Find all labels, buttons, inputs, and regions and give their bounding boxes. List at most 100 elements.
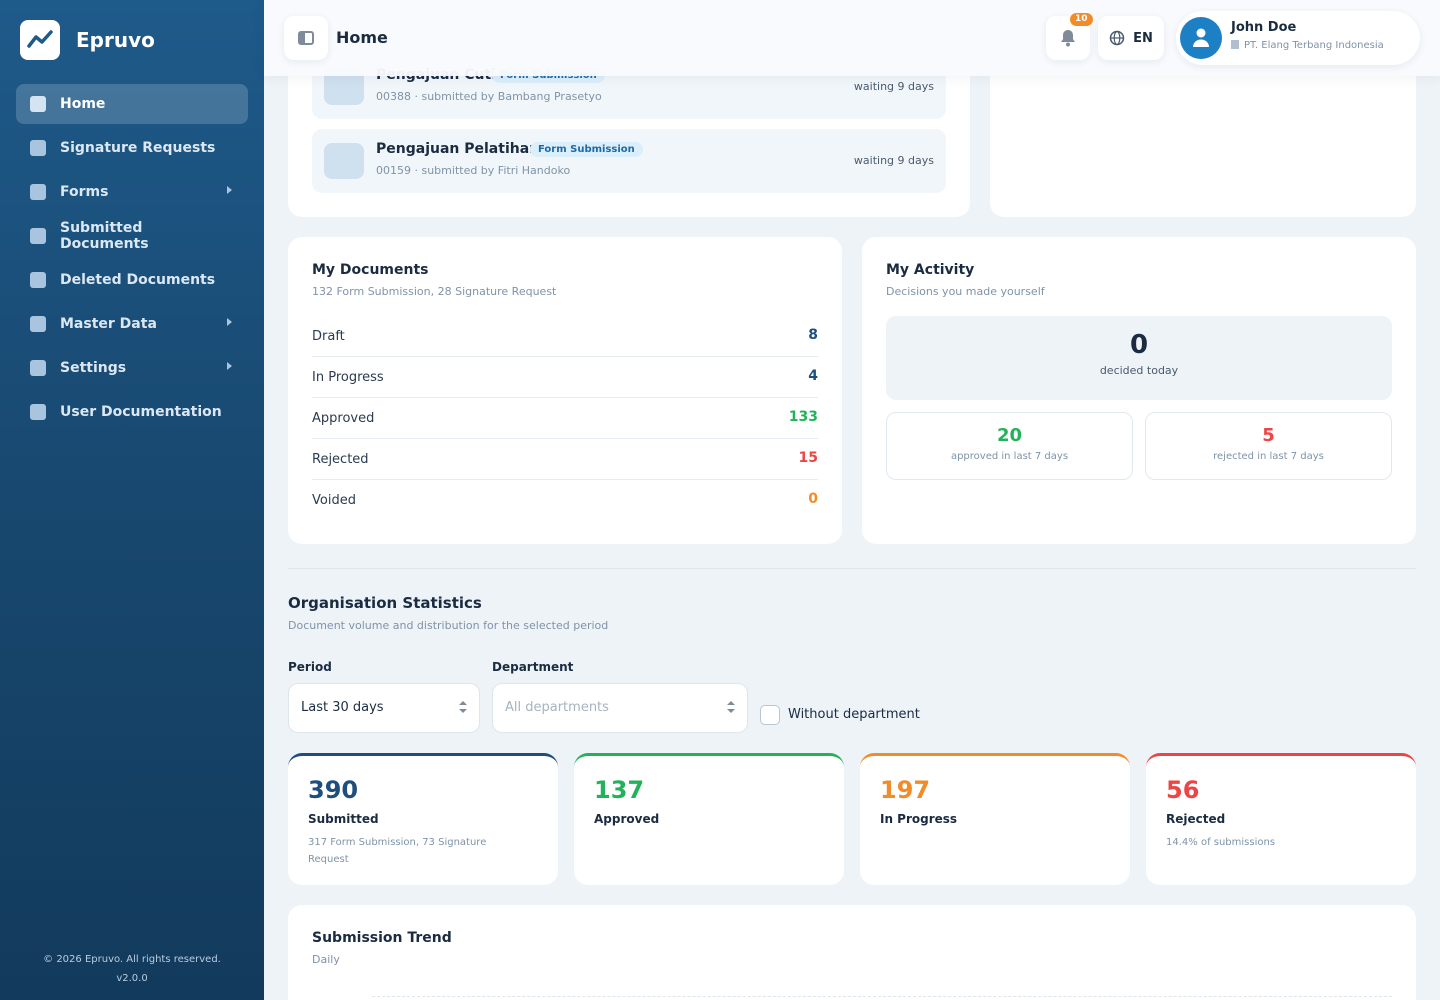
status-count: 0	[808, 491, 818, 507]
sidebar-item-label: Submitted Documents	[60, 220, 149, 252]
sidebar-item-submitted-documents[interactable]: Submitted Documents	[16, 216, 248, 256]
sidebar-item-label: Signature Requests	[60, 140, 216, 156]
sidebar-toggle-button[interactable]	[284, 16, 328, 60]
status-label: Voided	[312, 493, 356, 508]
sidebar-item-user-documentation[interactable]: User Documentation	[16, 392, 248, 432]
building-icon	[1231, 40, 1239, 49]
chevron-right-icon	[227, 318, 232, 326]
topbar: Home 10 EN John Doe PT. Elang Terbang In…	[264, 0, 1440, 76]
status-label: In Progress	[312, 370, 384, 385]
sidebar-item-signature-requests[interactable]: Signature Requests	[16, 128, 248, 168]
department-select[interactable]: All departments	[492, 683, 748, 733]
status-count: 4	[808, 368, 818, 384]
document-icon	[30, 228, 46, 244]
sidebar-item-deleted-documents[interactable]: Deleted Documents	[16, 260, 248, 300]
sidebar-item-label: User Documentation	[60, 404, 222, 420]
period-select-value: Last 30 days	[301, 700, 384, 715]
document-status-row[interactable]: In Progress 4	[312, 357, 818, 398]
pending-item-subtitle: 00388 · submitted by Bambang Prasetyo	[376, 90, 602, 103]
bell-icon	[1061, 30, 1075, 47]
period-select[interactable]: Last 30 days	[288, 683, 480, 733]
gear-icon	[30, 360, 46, 376]
stat-value: 137	[594, 776, 645, 804]
stat-label: Approved	[594, 812, 660, 826]
without-department-label[interactable]: Without department	[788, 707, 920, 722]
pending-item-subtitle: 00159 · submitted by Fitri Handoko	[376, 164, 571, 177]
trend-title: Submission Trend	[312, 930, 452, 946]
chevron-right-icon	[227, 186, 232, 194]
status-count: 133	[788, 409, 818, 425]
stat-value: 56	[1166, 776, 1200, 804]
department-label: Department	[492, 660, 574, 674]
stat-label: Rejected	[1166, 812, 1226, 826]
rejected-7d-box: 5 rejected in last 7 days	[1145, 412, 1392, 480]
my-documents-subtitle: 132 Form Submission, 28 Signature Reques…	[312, 285, 557, 298]
trash-icon	[30, 272, 46, 288]
globe-icon	[1109, 30, 1125, 46]
document-status-row[interactable]: Draft 8	[312, 316, 818, 357]
decided-today-box: 0 decided today	[886, 316, 1392, 400]
document-status-row[interactable]: Rejected 15	[312, 439, 818, 480]
clipboard-icon	[324, 143, 364, 179]
my-activity-card: My Activity Decisions you made yourself …	[862, 237, 1416, 544]
sidebar-item-master-data[interactable]: Master Data	[16, 304, 248, 344]
user-menu[interactable]: John Doe PT. Elang Terbang Indonesia	[1176, 11, 1420, 65]
stat-card-submitted: 390 Submitted 317 Form Submission, 73 Si…	[288, 753, 558, 885]
approved-7d-box: 20 approved in last 7 days	[886, 412, 1133, 480]
department-select-placeholder: All departments	[505, 700, 609, 715]
database-icon	[30, 316, 46, 332]
user-organization: PT. Elang Terbang Indonesia	[1231, 40, 1384, 51]
document-status-row[interactable]: Voided 0	[312, 480, 818, 521]
stat-value: 390	[308, 776, 359, 804]
chart-gridline	[372, 996, 1392, 997]
signature-icon	[30, 140, 46, 156]
my-documents-title: My Documents	[312, 262, 429, 278]
without-department-checkbox[interactable]	[760, 705, 780, 725]
chevron-updown-icon	[727, 701, 735, 717]
sidebar-footer: © 2026 Epruvo. All rights reserved. v2.0…	[0, 950, 264, 988]
status-label: Rejected	[312, 452, 369, 467]
sidebar-item-forms[interactable]: Forms	[16, 172, 248, 212]
brand-name: Epruvo	[76, 28, 155, 52]
stat-subtitle: 14.4% of submissions	[1166, 837, 1276, 848]
version-text: v2.0.0	[116, 973, 148, 984]
section-divider	[288, 568, 1416, 569]
brand[interactable]: Epruvo	[20, 20, 155, 60]
rejected-7d-value: 5	[1262, 425, 1275, 446]
my-activity-title: My Activity	[886, 262, 975, 278]
decided-today-label: decided today	[1099, 364, 1179, 377]
stat-label: In Progress	[880, 812, 958, 826]
stat-subtitle: 317 Form Submission, 73 Signature Reques…	[308, 837, 487, 865]
sidebar-item-settings[interactable]: Settings	[16, 348, 248, 388]
sidebar-item-label: Forms	[60, 184, 109, 200]
sidebar-item-label: Home	[60, 96, 106, 112]
my-documents-card: My Documents 132 Form Submission, 28 Sig…	[288, 237, 842, 544]
status-count: 8	[808, 327, 818, 343]
org-stats-title: Organisation Statistics	[288, 594, 482, 612]
period-label: Period	[288, 660, 332, 674]
logo-icon	[20, 20, 60, 60]
sidebar-toggle-icon	[298, 31, 314, 45]
sidebar-item-home[interactable]: Home	[16, 84, 248, 124]
copyright-text: © 2026 Epruvo. All rights reserved.	[43, 954, 221, 965]
pending-item-tag: Form Submission	[530, 142, 643, 157]
document-status-row[interactable]: Approved 133	[312, 398, 818, 439]
user-name: John Doe	[1231, 20, 1297, 35]
stat-label: Submitted	[308, 812, 379, 826]
org-stats-subtitle: Document volume and distribution for the…	[288, 619, 609, 632]
pending-item[interactable]: Pengajuan Pelatihan Form Submission 0015…	[312, 129, 946, 193]
organization-name: PT. Elang Terbang Indonesia	[1244, 40, 1384, 51]
status-label: Draft	[312, 329, 345, 344]
rejected-7d-label: rejected in last 7 days	[1213, 451, 1324, 462]
book-icon	[30, 404, 46, 420]
stat-card-in-progress: 197 In Progress	[860, 753, 1130, 885]
approved-7d-value: 20	[996, 425, 1023, 446]
trend-subtitle: Daily	[312, 953, 340, 966]
stat-value: 197	[880, 776, 931, 804]
avatar	[1180, 17, 1222, 59]
chevron-updown-icon	[459, 701, 467, 717]
pending-item-waiting: waiting 9 days	[853, 154, 934, 167]
stat-card-approved: 137 Approved	[574, 753, 844, 885]
language-label: EN	[1133, 30, 1153, 46]
language-button[interactable]: EN	[1098, 16, 1164, 60]
